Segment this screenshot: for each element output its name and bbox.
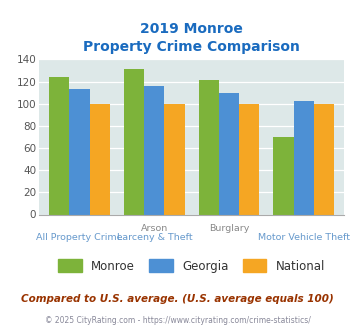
Bar	[144, 86, 164, 214]
Bar	[164, 104, 185, 214]
Text: © 2025 CityRating.com - https://www.cityrating.com/crime-statistics/: © 2025 CityRating.com - https://www.city…	[45, 316, 310, 325]
Bar	[294, 102, 314, 214]
Bar	[273, 137, 294, 214]
Text: All Property Crime: All Property Crime	[36, 233, 123, 242]
Title: 2019 Monroe
Property Crime Comparison: 2019 Monroe Property Crime Comparison	[83, 22, 300, 54]
Legend: Monroe, Georgia, National: Monroe, Georgia, National	[53, 254, 330, 277]
Bar	[49, 77, 70, 214]
Text: Burglary: Burglary	[209, 224, 249, 233]
Bar	[70, 89, 90, 214]
Text: Larceny & Theft: Larceny & Theft	[116, 233, 192, 242]
Bar	[90, 104, 110, 214]
Text: Compared to U.S. average. (U.S. average equals 100): Compared to U.S. average. (U.S. average …	[21, 294, 334, 304]
Bar	[124, 69, 144, 214]
Bar	[219, 93, 239, 214]
Text: Motor Vehicle Theft: Motor Vehicle Theft	[258, 233, 350, 242]
Bar	[314, 104, 334, 214]
Text: Arson: Arson	[141, 224, 168, 233]
Bar	[239, 104, 260, 214]
Bar	[199, 81, 219, 214]
